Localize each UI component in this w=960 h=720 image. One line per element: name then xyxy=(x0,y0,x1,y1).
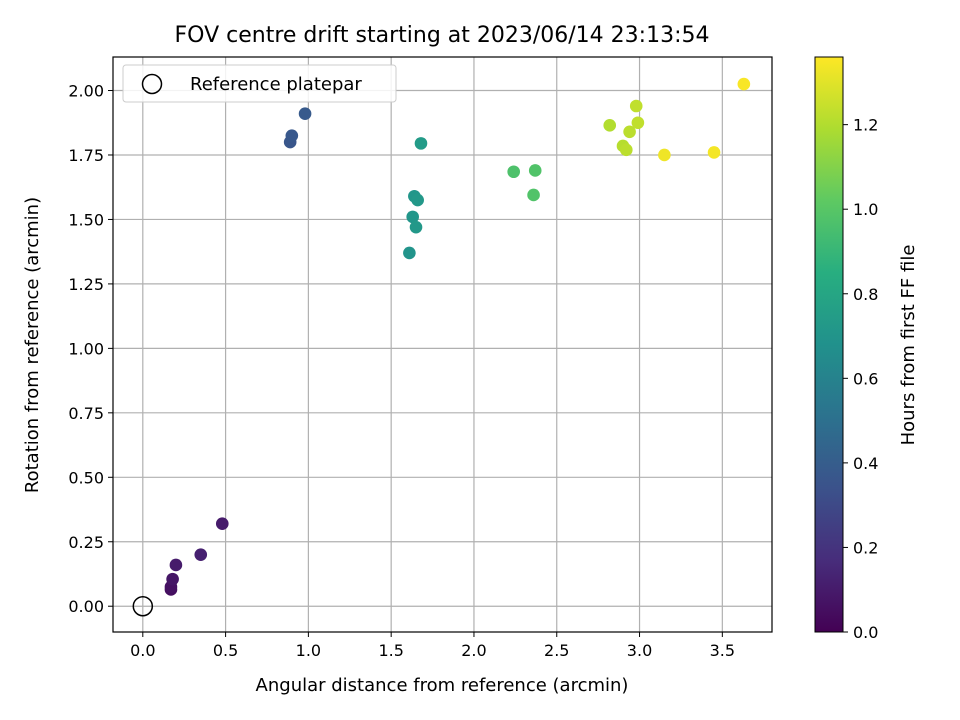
data-point xyxy=(623,125,636,139)
colorbar-tick-label: 0.0 xyxy=(853,623,878,642)
y-tick-label: 1.75 xyxy=(68,146,104,165)
y-tick-label: 1.25 xyxy=(68,275,104,294)
colorbar-tick-label: 1.0 xyxy=(853,200,878,219)
colorbar-tick-label: 0.8 xyxy=(853,285,878,304)
data-point xyxy=(409,220,423,234)
x-tick-label: 1.0 xyxy=(296,641,321,660)
tick-layer: 0.0 0.5 1.0 1.5 2.0 2.5 3.0 3.5 0.00 0.25 0.50 0.75… xyxy=(68,82,735,660)
grid-layer xyxy=(113,57,772,632)
data-point xyxy=(166,572,179,586)
y-tick-label: 1.00 xyxy=(68,339,104,358)
legend-label-reference: Reference platepar xyxy=(190,74,362,95)
data-point xyxy=(298,107,312,121)
data-point xyxy=(215,517,229,531)
y-tick-label: 2.00 xyxy=(68,82,104,101)
chart-title: FOV centre drift starting at 2023/06/14 … xyxy=(175,23,710,48)
y-tick-label: 0.75 xyxy=(68,404,104,423)
legend: Reference platepar xyxy=(122,64,397,103)
data-point xyxy=(169,558,183,572)
data-point xyxy=(619,143,633,157)
reference-platepar-point xyxy=(132,595,154,617)
data-point xyxy=(631,116,645,130)
data-point xyxy=(629,99,643,113)
legend-marker-reference xyxy=(141,73,163,95)
x-tick-label: 1.5 xyxy=(378,641,403,660)
x-tick-label: 2.0 xyxy=(461,641,486,660)
points-layer xyxy=(132,77,751,617)
x-tick-label: 3.5 xyxy=(710,641,735,660)
data-point xyxy=(658,148,671,162)
colorbar-tick-label: 1.2 xyxy=(853,116,878,135)
colorbar-gradient xyxy=(814,56,844,633)
y-tick-label: 1.50 xyxy=(68,210,104,229)
y-tick-label: 0.00 xyxy=(68,597,104,616)
y-tick-label: 0.50 xyxy=(68,468,104,487)
data-point xyxy=(528,164,542,177)
y-tick-label: 0.25 xyxy=(68,533,104,552)
data-point xyxy=(707,146,721,159)
colorbar-tick-label: 0.2 xyxy=(853,538,878,557)
x-tick-label: 3.0 xyxy=(627,641,652,660)
x-tick-label: 2.5 xyxy=(544,641,569,660)
data-point xyxy=(527,188,540,202)
colorbar-label: Hours from first FF file xyxy=(898,245,919,446)
data-point xyxy=(194,548,208,561)
data-point xyxy=(403,246,416,260)
plot-area-frame xyxy=(112,56,773,633)
colorbar-tick-label: 0.4 xyxy=(853,454,878,473)
legend-frame xyxy=(122,64,397,103)
x-axis-title: Angular distance from reference (arcmin) xyxy=(256,675,629,696)
data-point xyxy=(737,77,751,91)
x-tick-label: 0.5 xyxy=(213,641,238,660)
data-point xyxy=(507,165,520,179)
colorbar: 0.0 0.2 0.4 0.6 0.8 1.0 1.2 Hours from first F… xyxy=(814,56,919,642)
colorbar-tick-label: 0.6 xyxy=(853,369,878,388)
data-point xyxy=(603,119,617,132)
data-point xyxy=(285,129,299,142)
data-point xyxy=(411,193,424,207)
data-point xyxy=(414,137,428,150)
colorbar-ticks: 0.0 0.2 0.4 0.6 0.8 1.0 1.2 xyxy=(843,116,878,642)
x-tick-label: 0.0 xyxy=(130,641,155,660)
data-point xyxy=(406,210,419,224)
y-axis-title: Rotation from reference (arcmin) xyxy=(22,197,43,493)
